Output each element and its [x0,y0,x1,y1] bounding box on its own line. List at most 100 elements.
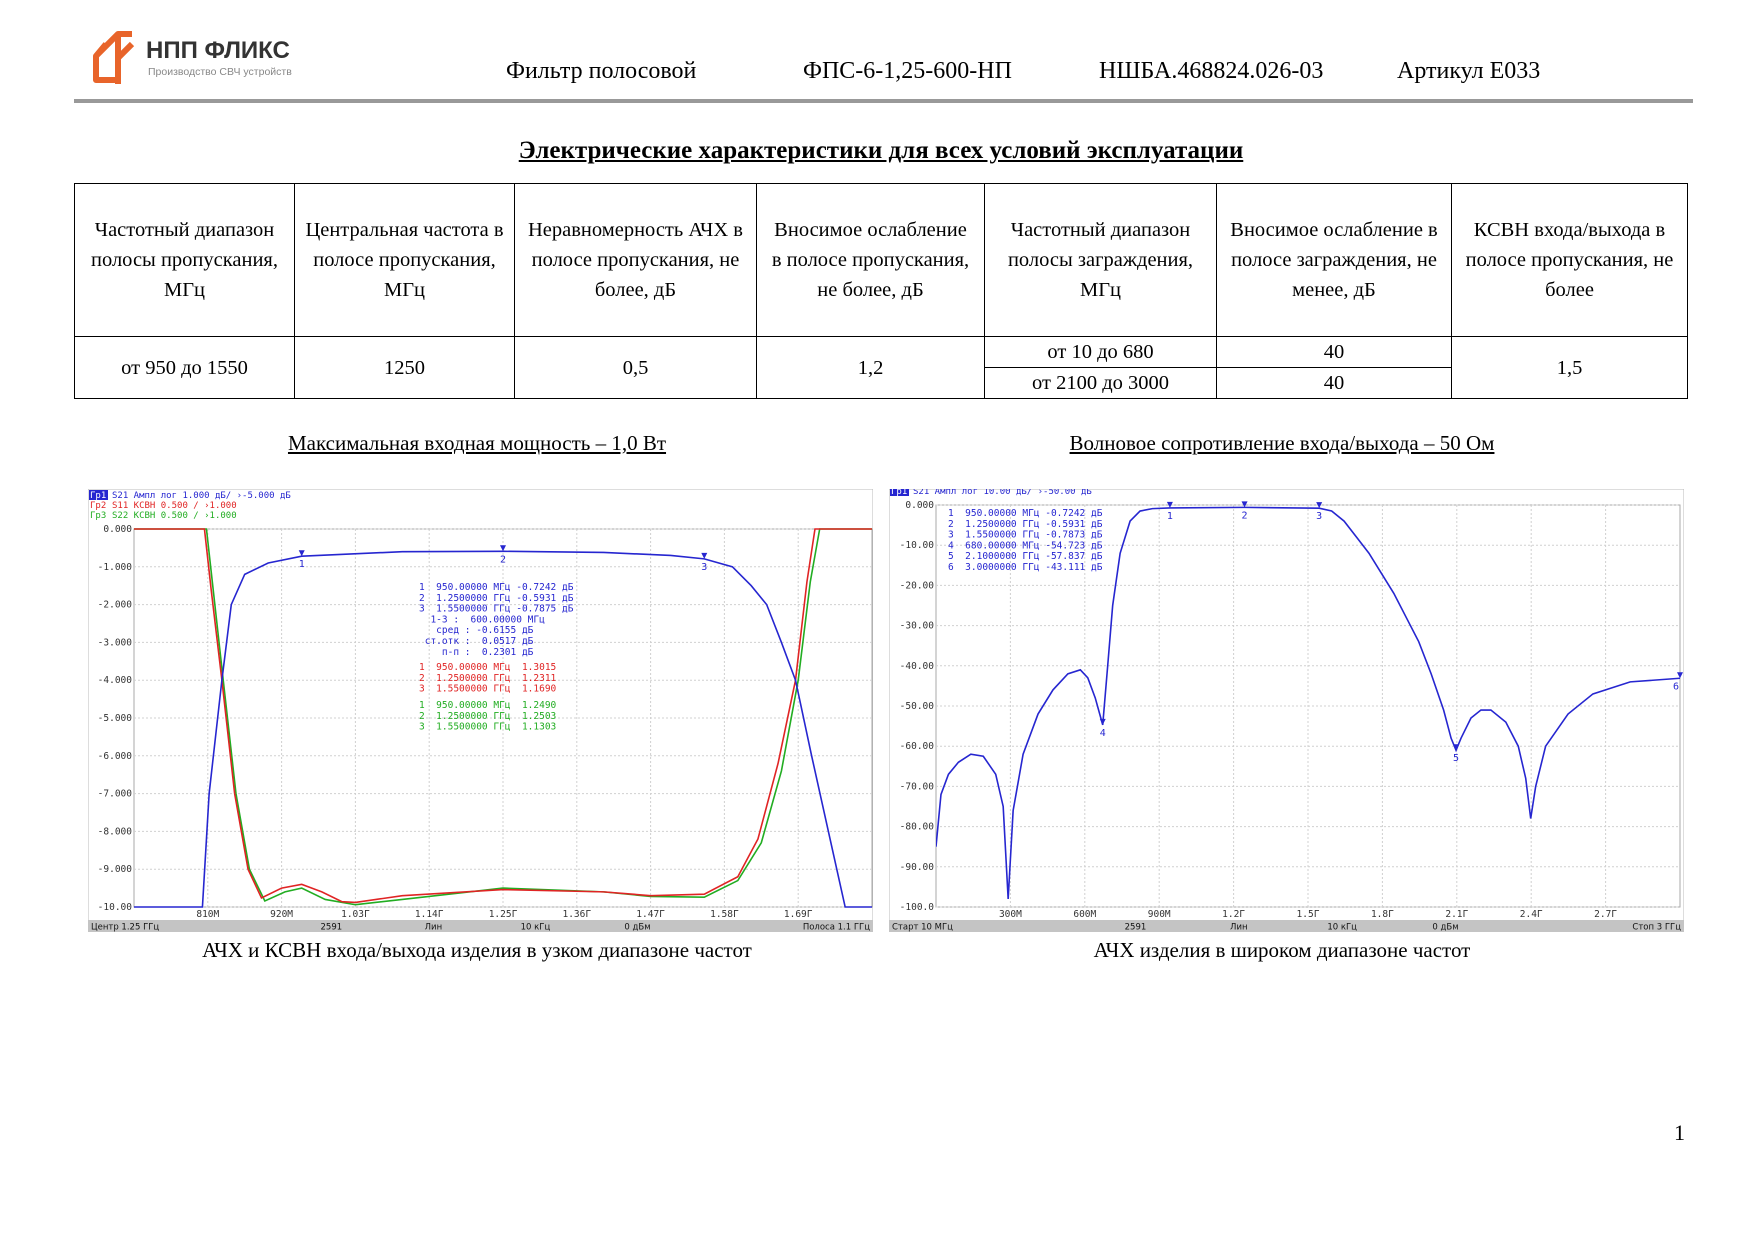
x-tick-label: 1.69Г [784,909,813,920]
trace-name: S21 Ампл лог 10.00 дБ/ ›-50.00 дБ [913,489,1092,497]
status-text: Старт 10 МГц [892,923,953,933]
x-tick-label: 300М [999,909,1022,920]
title: Электрические характеристики для всех ус… [518,137,1244,164]
status-text: 0 дБм [624,923,650,933]
marker-readout: 3 1.5500000 ГГц 1.1690 [419,684,557,695]
trace-name: S11 КСВН 0.500 / ›1.000 [112,501,237,511]
row: от 2100 до 3000 40 [75,367,1688,399]
marker-readout: 2 1.2500000 ГГц -0.5931 дБ [948,519,1103,530]
marker-readout: 1 950.00000 МГц 1.3015 [419,662,556,673]
spec-table: Частотный диапазон полосы пропускания, М… [74,183,1688,399]
status-text: 10 кГц [1327,923,1357,933]
y-tick-label: -7.000 [98,789,133,800]
x-tick-label: 1.25Г [489,909,518,920]
marker [298,550,305,557]
y-tick-label: -2.000 [98,600,133,611]
header-row: Частотный диапазон полосы пропускания, М… [74,183,1688,337]
y-tick-label: -60.00 [900,741,935,752]
x-tick-label: 1.8Г [1371,909,1394,920]
marker-readout: сред : -0.6155 дБ [419,625,534,636]
trace-id: Гр1 [90,491,106,501]
cell: 0,5 [514,336,757,399]
marker-label: 1 [1167,511,1173,522]
marker-label: 3 [701,562,707,573]
y-tick-label: -20.00 [900,580,935,591]
row: от 950 до 1550 1250 0,5 1,2 от 10 до 680… [74,336,1688,399]
status-text: Лин [1230,923,1247,933]
cell: от 10 до 680 [984,336,1217,368]
x-tick-label: 1.5Г [1297,909,1320,920]
chart: 0.000 -1.000 -2.000 -3.000 -4.000 -5.000 -6.00… [88,489,873,932]
marker [1453,744,1460,751]
status-bar [889,920,1684,932]
x-tick-label: 1.36Г [562,909,591,920]
trace-id: Гр1 [891,489,907,497]
marker-readout: 3 1.5500000 ГГц 1.1303 [419,722,556,733]
marker [1099,718,1106,725]
marker [1241,501,1248,508]
y-tick-label: -70.00 [900,781,935,792]
status-text: Стоп 3 ГГц [1632,923,1681,933]
marker-readout: 1 950.00000 МГц -0.7242 дБ [948,508,1103,519]
trace-id: Гр2 [90,501,106,511]
marker-readout: 5 2.1000000 ГГц -57.837 дБ [948,551,1103,562]
marker-readout: 2 1.2500000 ГГц -0.5931 дБ [419,593,574,604]
status-text: 0 дБм [1432,923,1458,933]
marker-readout: п-п : 0.2301 дБ [419,647,534,658]
y-tick-label: -5.000 [98,713,133,724]
header-cell: КСВН входа/выхода в полосе пропускания, … [1451,183,1688,337]
header-cell: Неравномерность АЧХ в полосе пропускания… [514,183,757,337]
marker-readout: 1 950.00000 МГц -0.7242 дБ [419,582,574,593]
y-tick-label: -9.000 [98,864,133,875]
x-tick-label: 1.47Г [636,909,665,920]
trace [134,550,872,908]
logo-mark [93,31,135,84]
x-tick-label: 2.4Г [1520,909,1543,920]
marker [1316,502,1323,509]
cell: 40 [1216,367,1452,399]
y-tick-label: -4.000 [98,675,133,686]
marker-label: 5 [1453,753,1459,764]
cell: 40 [1216,336,1452,368]
chart: 0.000 -10.00 -20.00 -30.00 -40.00 -50.00 -60.0… [889,489,1684,932]
trace-name: S21 Ампл лог 1.000 дБ/ ›-5.000 дБ [112,491,291,501]
header-cell: Центральная частота в полосе пропускания… [294,183,515,337]
product: Фильтр полосовой [506,58,697,84]
marker-label: 6 [1673,681,1679,692]
header-rule [74,99,1693,103]
cell: 1250 [294,336,515,399]
x-tick-label: 2.1Г [1445,909,1468,920]
status-text: Лин [425,923,442,933]
marker [500,545,506,552]
marker-label: 2 [500,554,506,565]
marker-readout: 2 1.2500000 ГГц 1.2311 [419,673,557,684]
marker-readout: ст.отк : 0.0517 дБ [419,636,534,647]
article: Артикул Е033 [1397,58,1541,84]
status-text: 2591 [321,923,343,933]
x-tick-label: 1.14Г [415,909,444,920]
x-tick-label: 1.03Г [341,909,370,920]
marker [1166,501,1173,508]
y-tick-label: -3.000 [98,637,133,648]
note: Волновое сопротивление входа/выхода – 50… [1069,431,1495,455]
caption: АЧХ изделия в широком диапазоне частот [1093,938,1471,962]
marker-readout: 1 950.00000 МГц 1.2490 [419,700,557,711]
marker-readout: 1-3 : 600.00000 МГц [419,614,545,625]
marker-readout: 2 1.2500000 ГГц 1.2503 [419,711,556,722]
status-text: 2591 [1125,923,1147,933]
x-tick-label: 900М [1148,909,1171,920]
x-tick-label: 920М [270,909,293,920]
company: НПП ФЛИКС [146,37,290,64]
trace-id: Гр3 [90,511,106,521]
marker-readout: 4 680.00000 МГц -54.723 дБ [948,540,1103,551]
tagline: Производство СВЧ устройств [148,66,292,78]
y-tick-label: -10.00 [98,902,133,913]
marker-readout: 6 3.0000000 ГГц -43.111 дБ [948,562,1103,573]
status-text: 10 кГц [521,923,551,933]
cell: 1,5 [1451,336,1688,399]
marker-label: 2 [1242,510,1248,521]
model: ФПС-6-1,25-600-НП [803,58,1012,84]
x-tick-label: 1.2Г [1222,909,1245,920]
header-cell: Частотный диапазон полосы пропускания, М… [74,183,295,337]
cell: от 2100 до 3000 [984,367,1217,399]
